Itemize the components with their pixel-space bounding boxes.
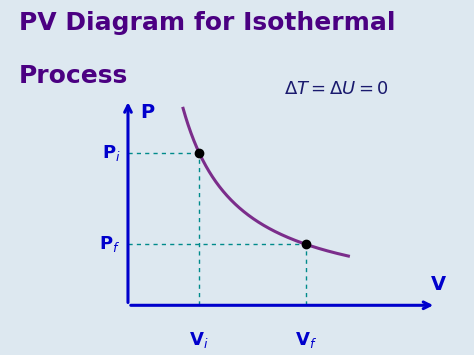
Text: $\Delta T = \Delta U = 0$: $\Delta T = \Delta U = 0$ [284, 80, 390, 98]
Text: V$_i$: V$_i$ [189, 330, 209, 350]
Text: P$_i$: P$_i$ [102, 143, 121, 163]
Text: V: V [431, 274, 447, 294]
Text: V$_f$: V$_f$ [295, 330, 317, 350]
Text: P$_f$: P$_f$ [100, 234, 121, 254]
Text: PV Diagram for Isothermal: PV Diagram for Isothermal [19, 11, 395, 35]
Text: P: P [140, 103, 154, 122]
Text: Process: Process [19, 64, 128, 88]
